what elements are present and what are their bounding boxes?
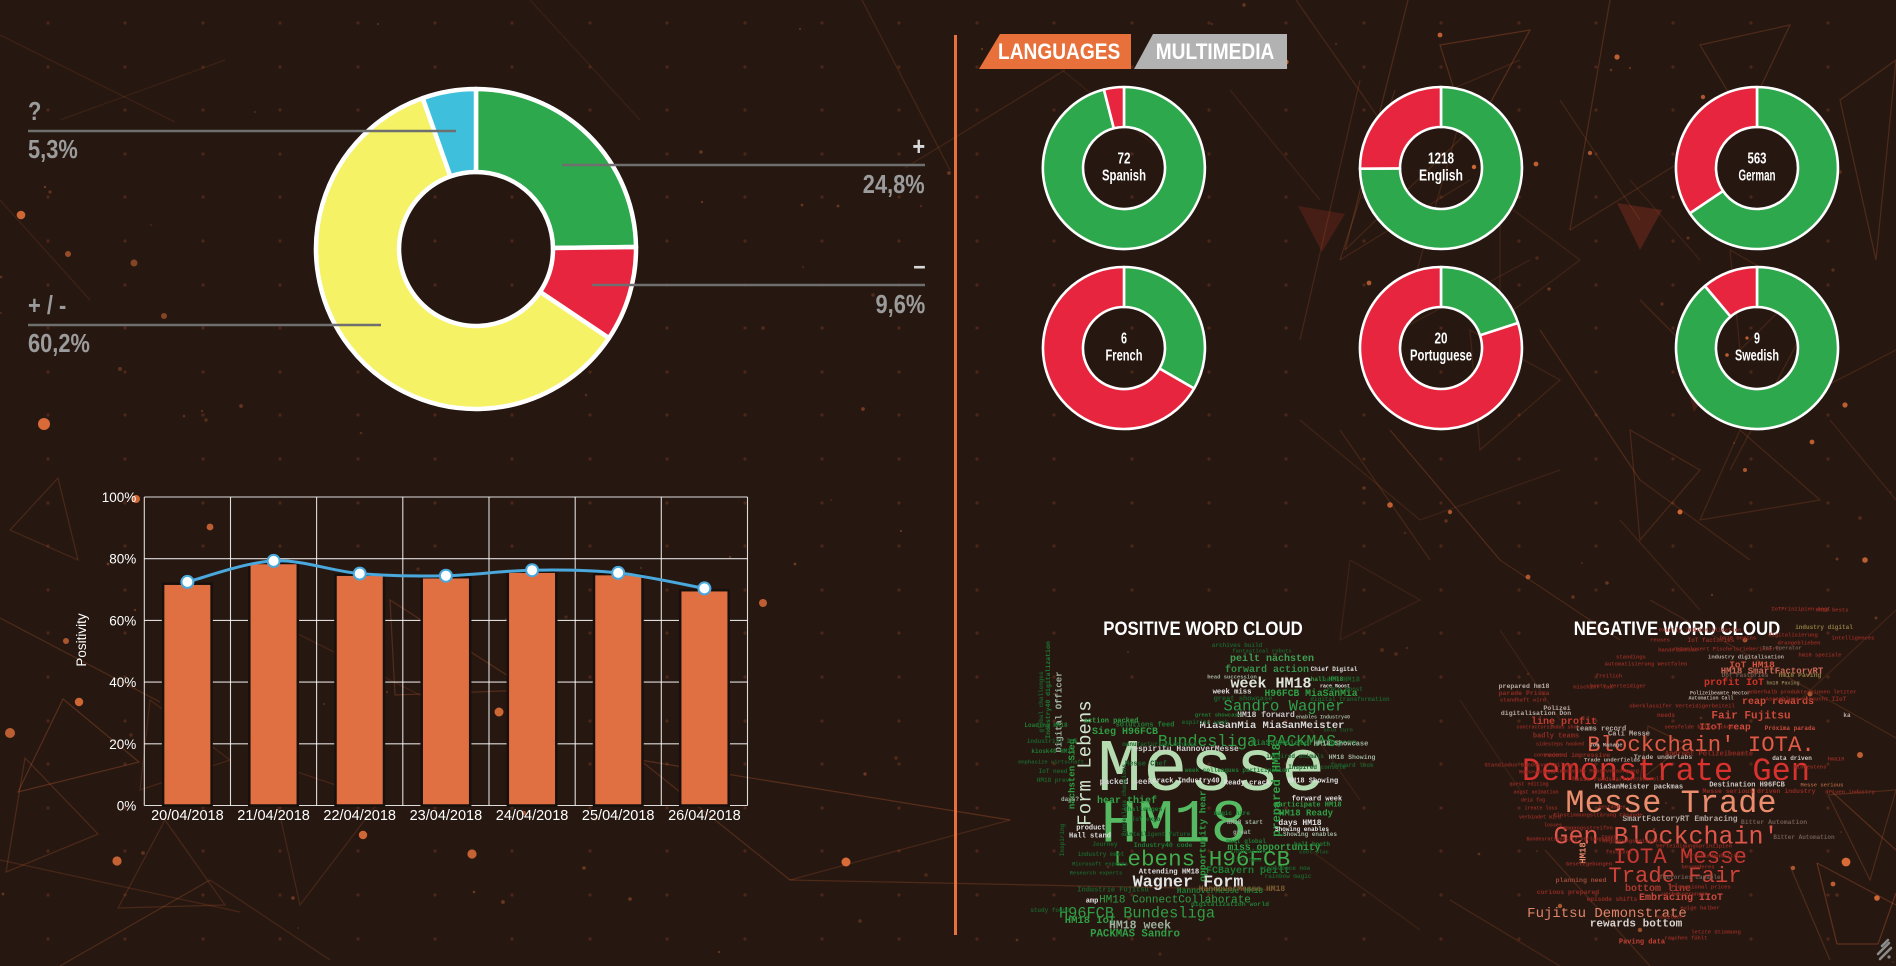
svg-text:100%: 100% [102,490,137,505]
svg-text:1218: 1218 [1428,151,1454,168]
svg-text:Positivity: Positivity [74,613,89,667]
svg-text:9: 9 [1754,331,1760,348]
svg-text:Portuguese: Portuguese [1410,348,1472,365]
svg-text:Spanish: Spanish [1102,168,1146,185]
svg-text:20/04/2018: 20/04/2018 [151,808,224,824]
svg-text:26/04/2018: 26/04/2018 [668,808,741,824]
svg-text:0%: 0% [117,799,137,814]
svg-text:English: English [1419,168,1463,185]
svg-text:20: 20 [1435,331,1448,348]
svg-text:72: 72 [1118,151,1131,168]
svg-text:22/04/2018: 22/04/2018 [323,808,396,824]
svg-text:25/04/2018: 25/04/2018 [582,808,655,824]
svg-text:6: 6 [1121,331,1127,348]
svg-text:Swedish: Swedish [1735,348,1779,365]
svg-text:60%: 60% [109,613,136,628]
svg-text:40%: 40% [109,675,136,690]
svg-text:24/04/2018: 24/04/2018 [496,808,569,824]
svg-text:French: French [1106,348,1143,365]
svg-text:80%: 80% [109,552,136,567]
svg-text:563: 563 [1748,151,1767,168]
svg-text:20%: 20% [109,737,136,752]
svg-text:23/04/2018: 23/04/2018 [410,808,483,824]
svg-text:21/04/2018: 21/04/2018 [237,808,310,824]
svg-text:German: German [1739,168,1776,185]
